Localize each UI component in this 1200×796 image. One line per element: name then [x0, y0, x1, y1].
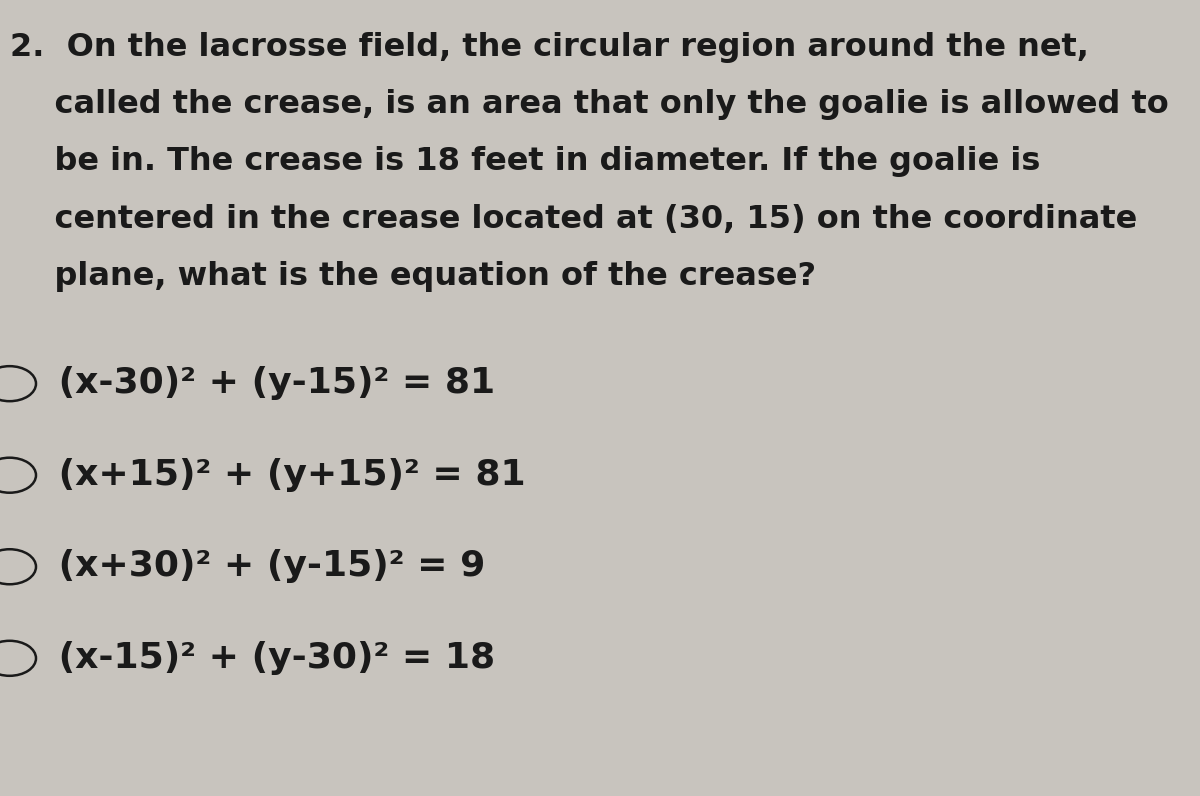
- Text: called the crease, is an area that only the goalie is allowed to: called the crease, is an area that only …: [10, 89, 1169, 120]
- Text: centered in the crease located at (30, 15) on the coordinate: centered in the crease located at (30, 1…: [10, 204, 1136, 235]
- Text: (x-15)² + (y-30)² = 18: (x-15)² + (y-30)² = 18: [46, 641, 494, 675]
- Text: (x-30)² + (y-15)² = 81: (x-30)² + (y-15)² = 81: [46, 366, 494, 400]
- Text: (x+15)² + (y+15)² = 81: (x+15)² + (y+15)² = 81: [46, 458, 526, 492]
- Text: be in. The crease is 18 feet in diameter. If the goalie is: be in. The crease is 18 feet in diameter…: [10, 146, 1040, 178]
- Text: 2.  On the lacrosse field, the circular region around the net,: 2. On the lacrosse field, the circular r…: [10, 32, 1088, 63]
- Text: (x+30)² + (y-15)² = 9: (x+30)² + (y-15)² = 9: [46, 549, 485, 583]
- Text: plane, what is the equation of the crease?: plane, what is the equation of the creas…: [10, 261, 816, 292]
